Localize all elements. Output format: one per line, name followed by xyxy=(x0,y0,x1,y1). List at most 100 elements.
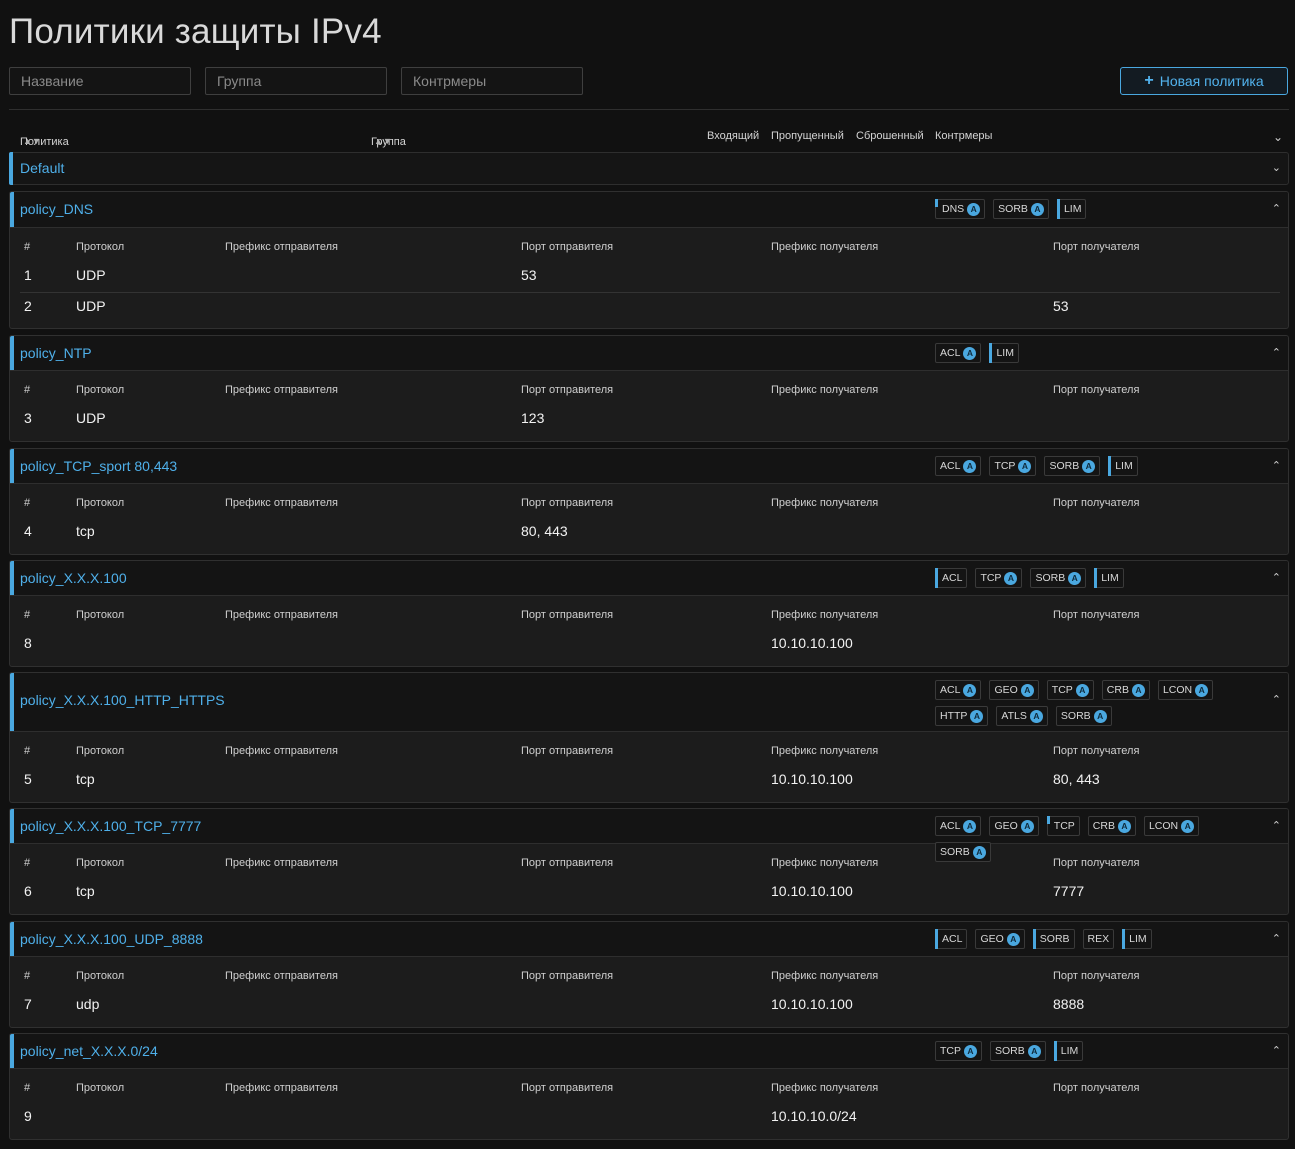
name-filter-input[interactable] xyxy=(9,67,191,95)
countermeasure-badge[interactable]: ACL A xyxy=(935,816,982,836)
countermeasures-filter-input[interactable] xyxy=(401,67,583,95)
policy-header[interactable]: policy_X.X.X.100_HTTP_HTTPS ACL A GEO A TCP A C… xyxy=(10,673,1288,732)
countermeasure-badge[interactable]: ACL xyxy=(935,929,968,949)
countermeasure-badge[interactable]: LIM xyxy=(989,343,1019,363)
rule-column-dst-port: Порт получателя xyxy=(1053,497,1140,509)
policy-header[interactable]: policy_X.X.X.100 ACL TCP A SORB A LIM ⌃ xyxy=(10,561,1288,596)
rule-cell-num: 2 xyxy=(24,298,32,314)
countermeasure-badge[interactable]: LIM xyxy=(1053,1041,1084,1061)
badge-label: GEO xyxy=(994,820,1018,832)
rule-cell-src-port: 80, 443 xyxy=(521,523,568,539)
countermeasure-badge[interactable]: ACL A xyxy=(935,680,982,700)
rule-cell-dst-prefix: 10.10.10.100 xyxy=(771,771,853,787)
rule-column-src-port: Порт отправителя xyxy=(521,384,614,396)
rule-column-src-port: Порт отправителя xyxy=(521,609,614,621)
countermeasure-badge[interactable]: SORB A xyxy=(1055,706,1112,726)
policy-header[interactable]: policy_X.X.X.100_TCP_7777 ACL A GEO A TCP CRB A… xyxy=(10,809,1288,862)
chevron-up-icon[interactable]: ⌃ xyxy=(1271,933,1281,945)
rule-column-dst-port: Порт получателя xyxy=(1053,241,1140,253)
countermeasure-badge[interactable]: SORB xyxy=(1032,929,1075,949)
chevron-down-icon[interactable]: ⌄ xyxy=(1271,162,1281,174)
countermeasure-badge[interactable]: TCP xyxy=(1046,816,1080,836)
policy-name[interactable]: policy_TCP_sport 80,443 xyxy=(20,458,178,474)
policy-name[interactable]: policy_DNS xyxy=(20,201,94,217)
countermeasure-badge[interactable]: REX xyxy=(1082,929,1115,949)
countermeasure-badge[interactable]: ACL xyxy=(935,568,968,588)
chevron-up-icon[interactable]: ⌃ xyxy=(1271,1045,1281,1057)
countermeasure-badge[interactable]: TCP A xyxy=(975,568,1023,588)
countermeasure-badge[interactable]: ATLS A xyxy=(996,706,1048,726)
group-filter-input[interactable] xyxy=(205,67,387,95)
countermeasure-badge[interactable]: SORB A xyxy=(993,199,1049,219)
countermeasure-badge[interactable]: LCON A xyxy=(1143,816,1200,836)
badge-label: LIM xyxy=(1101,572,1119,584)
chevron-up-icon[interactable]: ⌃ xyxy=(1271,820,1281,832)
policy-name[interactable]: policy_net_X.X.X.0/24 xyxy=(20,1043,158,1059)
countermeasure-badge[interactable]: LIM xyxy=(1056,199,1087,219)
countermeasure-badge[interactable]: CRB A xyxy=(1087,816,1136,836)
countermeasure-badge[interactable]: LCON A xyxy=(1157,680,1214,700)
chevron-up-icon[interactable]: ⌃ xyxy=(1271,460,1281,472)
rule-cell-dst-port: 53 xyxy=(1053,298,1069,314)
policy-header[interactable]: policy_NTP ACL A LIM ⌃ xyxy=(10,336,1288,371)
rule-cell-num: 7 xyxy=(24,996,32,1012)
countermeasure-badge[interactable]: SORB A xyxy=(990,1041,1046,1061)
badge-label: DNS xyxy=(942,203,965,215)
policy-header[interactable]: policy_TCP_sport 80,443 ACL A TCP A SORB A LIM ⌃ xyxy=(10,449,1288,484)
auto-mode-icon: A xyxy=(1029,709,1043,723)
countermeasure-badge[interactable]: TCP A xyxy=(935,1041,982,1061)
badge-label: SORB xyxy=(1060,710,1091,722)
countermeasure-badge[interactable]: SORB A xyxy=(935,842,991,862)
rule-column-dst-prefix: Префикс получателя xyxy=(771,970,879,982)
countermeasure-badge[interactable]: SORB A xyxy=(1044,456,1101,476)
policy-header[interactable]: policy_X.X.X.100_UDP_8888 ACL GEO A SORB REX L… xyxy=(10,922,1288,957)
rule-column-src-prefix: Префикс отправителя xyxy=(225,497,338,509)
group-row-default[interactable]: Default ⌄ xyxy=(9,152,1289,185)
accent-bar xyxy=(10,673,14,731)
rule-cell-dst-prefix: 10.10.10.100 xyxy=(771,883,853,899)
rule-column-dst-port: Порт получателя xyxy=(1053,1082,1140,1094)
policy-header[interactable]: policy_net_X.X.X.0/24 TCP A SORB A LIM ⌃ xyxy=(10,1034,1288,1069)
countermeasure-badge[interactable]: GEO A xyxy=(989,680,1039,700)
new-policy-button[interactable]: + Новая политика xyxy=(1120,67,1288,95)
rule-column-src-prefix: Префикс отправителя xyxy=(225,745,338,757)
badge-label: LIM xyxy=(996,347,1014,359)
chevron-up-icon[interactable]: ⌃ xyxy=(1271,347,1281,359)
divider xyxy=(9,109,1289,110)
chevron-up-icon[interactable]: ⌃ xyxy=(1271,203,1281,215)
countermeasure-badge[interactable]: DNS A xyxy=(935,199,986,219)
chevron-down-icon[interactable]: ⌄ xyxy=(1272,130,1283,144)
column-dropped: Сброшенный xyxy=(856,130,924,142)
policy-card: policy_NTP ACL A LIM ⌃ # Протокол Префикс отпра… xyxy=(9,335,1289,442)
countermeasure-badge[interactable]: LIM xyxy=(1122,929,1152,949)
auto-mode-icon: A xyxy=(1020,819,1034,833)
rule-column-src-port: Порт отправителя xyxy=(521,1082,614,1094)
badge-label: SORB xyxy=(995,1045,1025,1057)
countermeasure-badge[interactable]: GEO A xyxy=(989,816,1039,836)
countermeasure-badge[interactable]: TCP A xyxy=(1046,680,1094,700)
badge-label: LIM xyxy=(1060,1045,1079,1057)
countermeasure-badge[interactable]: GEO A xyxy=(975,929,1025,949)
countermeasure-badge[interactable]: LIM xyxy=(1094,568,1124,588)
policy-name[interactable]: policy_X.X.X.100_TCP_7777 xyxy=(20,818,202,834)
policy-name[interactable]: policy_X.X.X.100_UDP_8888 xyxy=(20,931,203,947)
countermeasure-badge[interactable]: HTTP A xyxy=(935,706,989,726)
policy-name[interactable]: policy_NTP xyxy=(20,345,92,361)
chevron-up-icon[interactable]: ⌃ xyxy=(1271,694,1281,706)
countermeasure-badge[interactable]: SORB A xyxy=(1030,568,1087,588)
rule-column-src-prefix: Префикс отправителя xyxy=(225,609,338,621)
countermeasure-badge[interactable]: CRB A xyxy=(1101,680,1150,700)
page-title: Политики защиты IPv4 xyxy=(9,12,382,51)
policy-header[interactable]: policy_DNS DNS A SORB A LIM ⌃ xyxy=(10,192,1288,228)
countermeasure-badge[interactable]: ACL A xyxy=(935,456,982,476)
badge-label: ACL xyxy=(942,933,963,945)
badge-label: ACL xyxy=(940,820,961,832)
countermeasure-badge[interactable]: ACL A xyxy=(935,343,982,363)
countermeasure-badge[interactable]: TCP A xyxy=(989,456,1037,476)
countermeasure-badge[interactable]: LIM xyxy=(1108,456,1138,476)
policy-name[interactable]: policy_X.X.X.100 xyxy=(20,570,127,586)
accent-bar xyxy=(10,336,14,370)
chevron-up-icon[interactable]: ⌃ xyxy=(1271,572,1281,584)
rule-cell-num: 1 xyxy=(24,267,32,283)
policy-name[interactable]: policy_X.X.X.100_HTTP_HTTPS xyxy=(20,692,225,708)
